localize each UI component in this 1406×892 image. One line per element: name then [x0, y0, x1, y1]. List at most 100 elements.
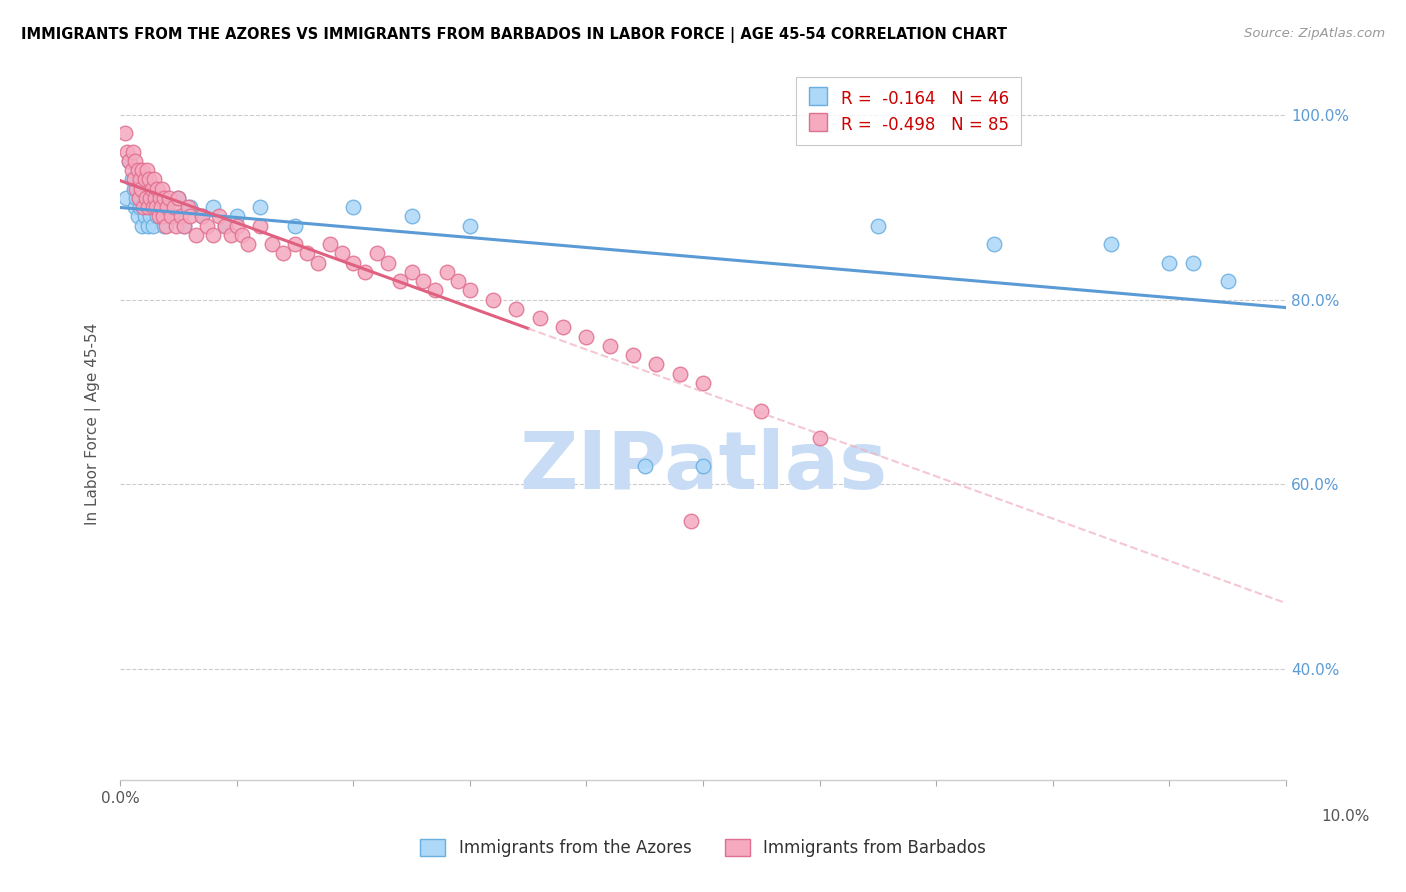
Point [354, 265, 377, 279]
Point [127, 210, 149, 224]
Point [231, 227, 253, 242]
Point [295, 246, 318, 260]
Point [148, 210, 170, 224]
Point [118, 153, 141, 168]
Point [134, 210, 156, 224]
Point [141, 182, 163, 196]
Point [447, 274, 470, 288]
Point [149, 200, 172, 214]
Point [179, 210, 201, 224]
Point [155, 219, 177, 233]
Point [135, 200, 157, 214]
Y-axis label: In Labor Force | Age 45-54: In Labor Force | Age 45-54 [86, 323, 101, 525]
Point [118, 153, 141, 168]
Point [202, 200, 225, 214]
Point [436, 265, 458, 279]
Point [401, 210, 423, 224]
Point [1099, 237, 1122, 252]
Point [458, 284, 481, 298]
Point [121, 172, 143, 186]
Point [271, 246, 294, 260]
Point [135, 191, 157, 205]
Point [692, 376, 714, 390]
Point [167, 191, 190, 205]
Point [330, 246, 353, 260]
Point [681, 515, 703, 529]
Point [136, 219, 159, 233]
Point [122, 145, 145, 159]
Point [621, 348, 644, 362]
Point [307, 255, 329, 269]
Point [143, 191, 166, 205]
Point [114, 126, 136, 140]
Point [160, 210, 183, 224]
Point [135, 163, 157, 178]
Point [749, 403, 772, 417]
Point [377, 255, 399, 269]
Point [142, 200, 165, 214]
Point [153, 191, 176, 205]
Point [143, 200, 166, 214]
Point [139, 191, 162, 205]
Point [162, 210, 184, 224]
Point [1181, 255, 1204, 269]
Point [219, 227, 242, 242]
Point [645, 357, 668, 371]
Point [575, 329, 598, 343]
Point [551, 320, 574, 334]
Point [505, 301, 527, 316]
Point [190, 210, 212, 224]
Point [634, 458, 657, 473]
Point [135, 191, 157, 205]
Point [146, 182, 169, 196]
Point [125, 182, 148, 196]
Point [366, 246, 388, 260]
Point [170, 210, 193, 224]
Point [1216, 274, 1239, 288]
Point [129, 182, 152, 196]
Point [388, 274, 411, 288]
Point [128, 191, 150, 205]
Point [208, 210, 231, 224]
Legend: Immigrants from the Azores, Immigrants from Barbados: Immigrants from the Azores, Immigrants f… [412, 831, 994, 866]
Point [156, 200, 179, 214]
Point [342, 200, 364, 214]
Point [163, 200, 186, 214]
Point [149, 191, 172, 205]
Point [124, 200, 146, 214]
Point [156, 200, 179, 214]
Text: IMMIGRANTS FROM THE AZORES VS IMMIGRANTS FROM BARBADOS IN LABOR FORCE | AGE 45-5: IMMIGRANTS FROM THE AZORES VS IMMIGRANTS… [21, 27, 1007, 43]
Point [173, 219, 195, 233]
Point [145, 200, 167, 214]
Point [125, 191, 148, 205]
Point [141, 191, 163, 205]
Legend: R =  -0.164   N = 46, R =  -0.498   N = 85: R = -0.164 N = 46, R = -0.498 N = 85 [796, 77, 1021, 145]
Point [808, 431, 831, 445]
Point [136, 200, 159, 214]
Point [179, 200, 201, 214]
Point [249, 219, 271, 233]
Point [284, 237, 307, 252]
Text: 10.0%: 10.0% [1322, 809, 1369, 823]
Point [115, 191, 138, 205]
Point [152, 210, 174, 224]
Point [131, 163, 153, 178]
Point [124, 153, 146, 168]
Point [157, 191, 180, 205]
Point [225, 219, 247, 233]
Point [458, 219, 481, 233]
Point [692, 458, 714, 473]
Point [134, 172, 156, 186]
Point [128, 200, 150, 214]
Point [319, 237, 342, 252]
Point [401, 265, 423, 279]
Point [197, 219, 219, 233]
Point [214, 219, 236, 233]
Point [284, 219, 307, 233]
Point [138, 172, 160, 186]
Point [132, 200, 155, 214]
Point [142, 219, 165, 233]
Point [128, 172, 150, 186]
Point [129, 182, 152, 196]
Point [149, 191, 172, 205]
